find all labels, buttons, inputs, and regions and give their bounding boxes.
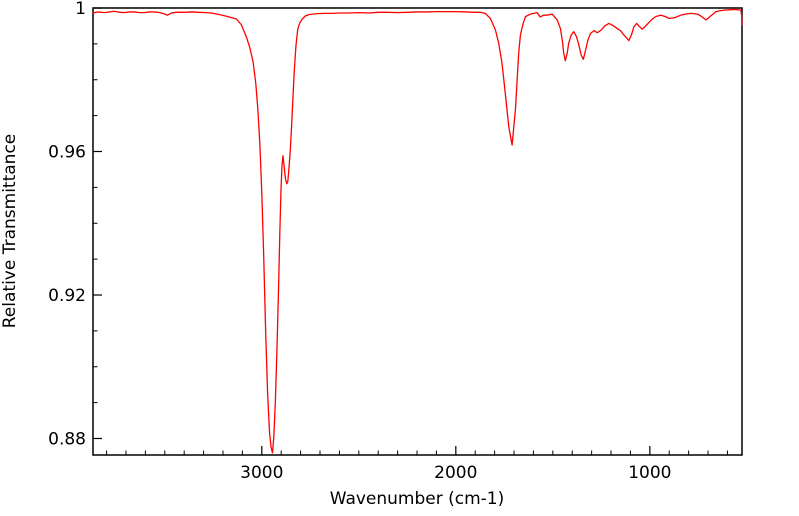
x-axis-ticks <box>106 446 728 455</box>
x-tick-label: 3000 <box>240 463 283 483</box>
x-axis-tick-labels: 3000 2000 1000 <box>240 463 671 483</box>
y-axis-ticks <box>93 7 102 440</box>
y-tick-label: 0.96 <box>48 142 86 162</box>
y-tick-label: 0.88 <box>48 429 86 449</box>
x-tick-label: 2000 <box>434 463 477 483</box>
y-tick-label: 1 <box>75 0 86 19</box>
x-tick-label: 1000 <box>628 463 671 483</box>
spectrum-line <box>92 8 743 454</box>
x-axis-label: Wavenumber (cm-1) <box>330 489 505 509</box>
y-axis-label: Relative Transmittance <box>0 134 20 329</box>
plot-frame <box>92 7 743 456</box>
y-axis-tick-labels: 1 0.96 0.92 0.88 <box>48 0 86 449</box>
y-tick-label: 0.92 <box>48 286 86 306</box>
